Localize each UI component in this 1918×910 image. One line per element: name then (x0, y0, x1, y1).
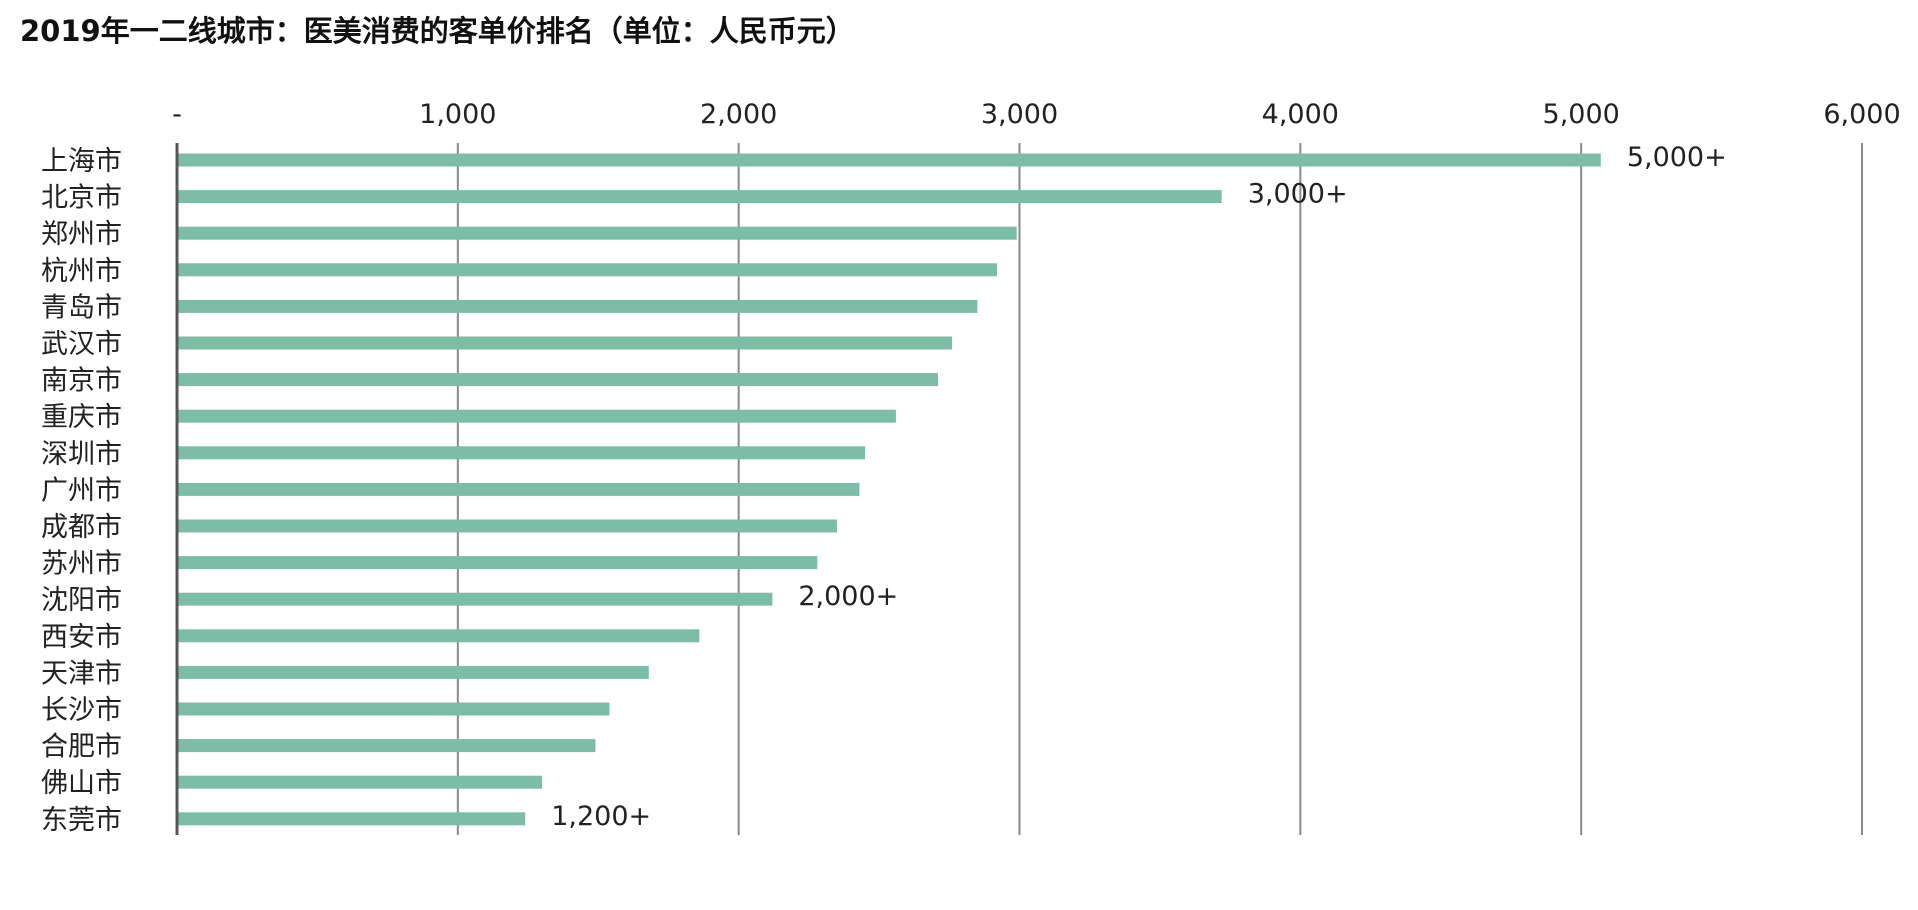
category-label: 合肥市 (41, 732, 122, 763)
bar (177, 482, 860, 496)
x-tick-label: 2,000 (700, 99, 777, 130)
bar (177, 519, 837, 533)
category-label: 佛山市 (41, 768, 122, 799)
category-label: 苏州市 (41, 549, 122, 580)
data-label: 1,200+ (551, 801, 651, 832)
category-label: 南京市 (41, 366, 122, 397)
bar (177, 446, 866, 460)
category-label: 天津市 (41, 658, 122, 689)
data-labels: 5,000+ 3,000+ 2,000+ 1,200+ (551, 142, 1727, 832)
bar (177, 702, 610, 716)
category-label: 上海市 (41, 146, 122, 177)
x-tick-label: 6,000 (1823, 99, 1900, 130)
x-tick-label: - (172, 99, 182, 130)
category-label: 成都市 (41, 512, 122, 543)
x-tick-label: 3,000 (981, 99, 1058, 130)
category-label: 广州市 (41, 475, 122, 506)
category-label: 重庆市 (41, 402, 122, 433)
data-label: 3,000+ (1248, 179, 1348, 210)
x-axis-ticks: - 1,000 2,000 3,000 4,000 5,000 6,000 (172, 99, 1901, 130)
category-label: 杭州市 (41, 256, 122, 287)
bar (177, 299, 978, 313)
bar (177, 373, 939, 387)
x-tick-label: 5,000 (1543, 99, 1620, 130)
category-label: 长沙市 (41, 695, 122, 726)
bar (177, 556, 818, 570)
bar (177, 739, 596, 753)
bar (177, 665, 649, 679)
category-label: 深圳市 (41, 439, 122, 470)
data-label: 2,000+ (798, 581, 898, 612)
category-labels: 上海市北京市郑州市杭州市青岛市武汉市南京市重庆市深圳市广州市成都市苏州市沈阳市西… (41, 146, 122, 836)
bar (177, 592, 773, 606)
x-tick-label: 1,000 (419, 99, 496, 130)
category-label: 西安市 (41, 622, 122, 653)
category-label: 武汉市 (41, 329, 122, 360)
bar (177, 629, 700, 643)
bar (177, 336, 953, 350)
bar (177, 190, 1222, 204)
category-label: 青岛市 (41, 292, 122, 323)
category-label: 沈阳市 (41, 585, 122, 616)
x-tick-label: 4,000 (1262, 99, 1339, 130)
category-label: 郑州市 (41, 219, 122, 250)
category-label: 北京市 (41, 183, 122, 214)
data-label: 5,000+ (1627, 142, 1727, 173)
bar (177, 775, 543, 789)
bar (177, 226, 1017, 240)
bars (177, 153, 1601, 826)
bar (177, 409, 896, 423)
bar (177, 153, 1601, 167)
category-label: 东莞市 (41, 805, 122, 836)
chart-title: 2019年一二线城市：医美消费的客单价排名（单位：人民币元） (20, 14, 855, 48)
bar (177, 812, 526, 826)
bar (177, 263, 998, 277)
